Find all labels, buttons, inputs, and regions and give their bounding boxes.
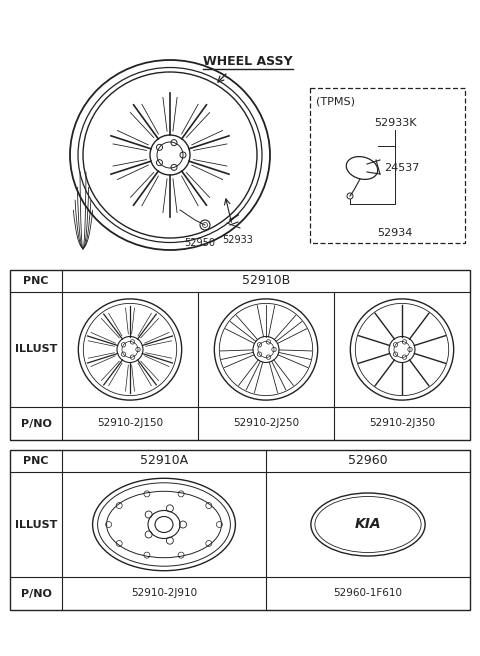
Bar xyxy=(10,270,470,440)
Text: 52910-2J250: 52910-2J250 xyxy=(233,419,299,428)
Text: P/NO: P/NO xyxy=(21,588,51,598)
Text: P/NO: P/NO xyxy=(21,419,51,428)
Text: 52934: 52934 xyxy=(378,228,413,238)
Bar xyxy=(10,450,470,610)
Text: 52933K: 52933K xyxy=(374,118,417,128)
Text: KIA: KIA xyxy=(355,518,381,531)
Text: 52910-2J910: 52910-2J910 xyxy=(131,588,197,598)
Text: WHEEL ASSY: WHEEL ASSY xyxy=(203,55,293,68)
Text: ILLUST: ILLUST xyxy=(15,344,57,354)
Text: PNC: PNC xyxy=(23,276,49,286)
Text: 52910A: 52910A xyxy=(140,455,188,468)
Text: 52910-2J150: 52910-2J150 xyxy=(97,419,163,428)
Text: 52910B: 52910B xyxy=(242,274,290,287)
Text: ILLUST: ILLUST xyxy=(15,520,57,529)
Text: 52950: 52950 xyxy=(184,238,216,248)
Text: PNC: PNC xyxy=(23,456,49,466)
Text: 52910-2J350: 52910-2J350 xyxy=(369,419,435,428)
Text: 24537: 24537 xyxy=(384,163,420,173)
Text: 52933: 52933 xyxy=(223,235,253,245)
Text: 52960: 52960 xyxy=(348,455,388,468)
Text: (TPMS): (TPMS) xyxy=(316,96,355,106)
Text: 52960-1F610: 52960-1F610 xyxy=(334,588,403,598)
